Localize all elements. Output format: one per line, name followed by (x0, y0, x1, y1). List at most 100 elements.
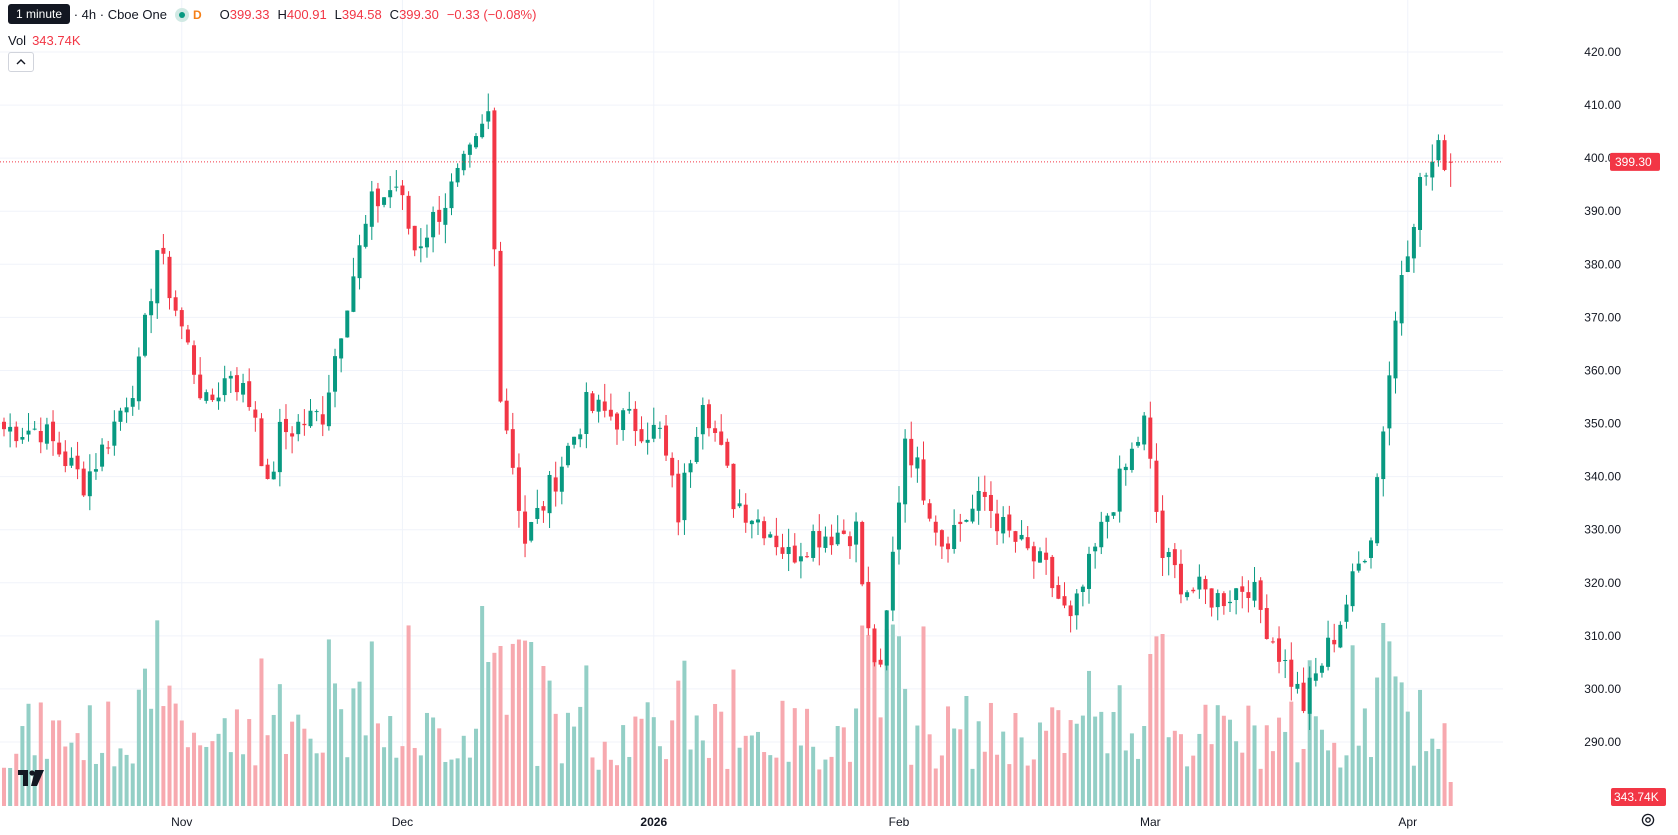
time-tick-label: 2026 (640, 815, 667, 829)
volume-bar (155, 620, 160, 806)
volume-bar (1111, 712, 1116, 806)
candle (823, 526, 828, 553)
tradingview-logo-icon[interactable] (18, 770, 44, 791)
collapse-legend-button[interactable] (8, 52, 34, 72)
candle (1178, 549, 1183, 604)
data-badge[interactable]: D (192, 7, 202, 22)
candle (958, 513, 963, 542)
volume-bar (1172, 730, 1177, 806)
candle (406, 191, 411, 235)
volume-bar (1221, 715, 1226, 806)
candle-body (1068, 605, 1073, 617)
candle (639, 416, 644, 444)
last-price-label: 399.30 (1610, 152, 1660, 171)
price-axis[interactable]: 420.00410.00400.00390.00380.00370.00360.… (1584, 45, 1621, 749)
volume-bar (455, 758, 460, 806)
volume-bar (326, 639, 331, 806)
candle (1326, 620, 1331, 671)
candle-body (1117, 468, 1122, 512)
candle-body (136, 356, 141, 402)
volume-bar (1368, 757, 1373, 806)
candle (118, 407, 123, 431)
time-axis[interactable]: Nov Dec 2026 Feb Mar Apr (171, 815, 1417, 829)
candle (933, 515, 938, 546)
candle (700, 397, 705, 450)
candle-body (69, 457, 74, 466)
volume-bar (1442, 723, 1447, 806)
candle-body (792, 545, 797, 563)
candle (394, 170, 399, 192)
candle-body (645, 439, 650, 443)
candle (982, 475, 987, 511)
volume-bar (602, 741, 607, 806)
volume-bar (688, 749, 693, 806)
candle-body (890, 551, 895, 611)
candle-body (228, 375, 233, 379)
volume-bar (1160, 634, 1165, 806)
volume-bar (884, 629, 889, 806)
volume-bar (118, 748, 123, 806)
candle-body (271, 471, 276, 480)
volume-bar (2, 767, 6, 806)
candle-body (786, 546, 791, 555)
volume-bar (559, 763, 564, 806)
candle (1283, 649, 1288, 679)
volume-bar (124, 754, 129, 806)
volume-bar (1283, 731, 1288, 806)
volume-bar (351, 688, 356, 806)
candle-body (731, 463, 736, 510)
candle (498, 241, 503, 403)
volume-bar (976, 721, 981, 806)
candle (878, 648, 883, 668)
candle-body (1093, 546, 1098, 552)
candle-body (290, 433, 295, 437)
candle (1068, 600, 1073, 633)
market-status-icon[interactable] (174, 7, 189, 22)
candle-body (688, 463, 693, 473)
candle (424, 224, 429, 258)
candle-body (1375, 477, 1380, 544)
candle-body (811, 531, 816, 558)
candle-body (345, 310, 350, 338)
volume-bar (57, 720, 62, 806)
candle (682, 463, 687, 535)
volume-bar (786, 761, 791, 806)
candle-body (1252, 581, 1257, 601)
candle-body (798, 556, 803, 562)
volume-bar (1411, 765, 1416, 806)
volume-bar (228, 752, 233, 806)
candle-body (75, 455, 80, 470)
candle-body (1074, 593, 1079, 616)
candle-body (1172, 549, 1177, 566)
candle (1007, 505, 1012, 538)
volume-bar (823, 759, 828, 806)
volume-bar (259, 658, 264, 806)
volume-bar (1240, 752, 1245, 806)
candle (1074, 589, 1079, 630)
candle-body (805, 556, 810, 558)
candle (1234, 587, 1239, 615)
candle (20, 427, 25, 444)
last-volume-label: 343.74K (1611, 788, 1666, 806)
candle-body (14, 426, 19, 442)
candle-body (743, 504, 748, 523)
candle-body (57, 442, 62, 455)
volume-bar (1087, 670, 1092, 806)
candle-body (210, 394, 215, 401)
candle-body (1209, 588, 1214, 608)
candle (333, 348, 338, 408)
candle (896, 486, 901, 565)
candle-body (553, 477, 558, 492)
volume-bar (1154, 636, 1159, 806)
gear-icon[interactable] (1640, 812, 1656, 833)
volume-bar (1362, 708, 1367, 806)
candle (326, 374, 331, 431)
candle (44, 417, 49, 450)
candle-body (369, 191, 374, 227)
candle (241, 373, 246, 403)
time-tick-label: Apr (1398, 815, 1417, 829)
candle (1375, 473, 1380, 547)
candle-body (1105, 515, 1110, 522)
grid-lines (0, 0, 1503, 800)
